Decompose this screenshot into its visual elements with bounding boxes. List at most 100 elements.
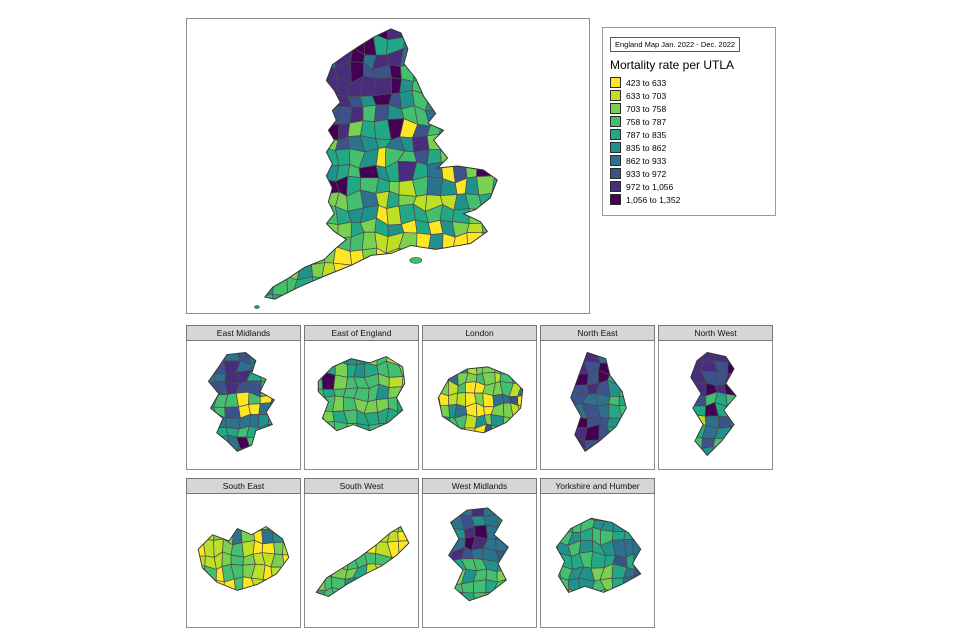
utla-region-cell <box>479 35 495 56</box>
utla-region-cell <box>222 506 233 521</box>
utla-region-cell <box>362 28 374 40</box>
utla-region-cell <box>414 49 430 68</box>
utla-region-cell <box>396 396 405 413</box>
utla-region-cell <box>362 104 377 122</box>
facet-panel-south-east: South East <box>186 478 301 628</box>
utla-region-cell <box>454 108 467 126</box>
utla-region-cell <box>491 246 498 265</box>
utla-region-cell <box>260 435 272 452</box>
utla-region-cell <box>425 28 441 40</box>
utla-region-cell <box>520 447 529 459</box>
utla-region-cell <box>489 294 498 300</box>
utla-region-cell <box>376 506 392 521</box>
utla-region-cell <box>267 119 288 136</box>
utla-region-cell <box>569 601 581 616</box>
utla-region-cell <box>506 592 509 601</box>
utla-region-cell <box>559 391 570 407</box>
utla-region-cell <box>269 28 287 41</box>
utla-region-cell <box>589 588 606 593</box>
utla-region-cell <box>322 506 337 519</box>
utla-region-cell <box>294 223 312 237</box>
utla-region-cell <box>322 77 340 97</box>
utla-region-cell <box>505 120 519 140</box>
utla-region-cell <box>268 352 275 360</box>
utla-region-cell <box>322 527 335 543</box>
utla-region-cell <box>516 538 529 551</box>
utla-region-cell <box>271 381 275 395</box>
utla-region-cell <box>245 261 261 281</box>
utla-region-cell <box>505 23 519 41</box>
utla-region-cell <box>505 558 509 572</box>
utla-region-cell <box>453 263 468 280</box>
utla-region-cell <box>467 28 482 37</box>
utla-region-cell <box>397 408 405 425</box>
utla-region-cell <box>504 567 509 583</box>
utla-region-cell <box>230 542 245 558</box>
utla-region-cell <box>666 426 682 438</box>
facet-title: South East <box>222 481 265 491</box>
legend-swatch <box>610 90 621 102</box>
utla-region-cell <box>597 450 614 452</box>
utla-region-cell <box>264 194 273 212</box>
utla-region-cell <box>448 507 455 519</box>
legend-swatch <box>610 116 621 128</box>
utla-region-cell <box>400 580 409 595</box>
utla-region-cell <box>264 246 275 265</box>
utla-region-cell <box>738 397 755 407</box>
utla-region-cell <box>548 414 563 427</box>
utla-region-cell <box>272 161 282 180</box>
utla-region-cell <box>449 527 466 541</box>
utla-region-cell <box>465 118 484 135</box>
utla-region-cell <box>368 423 382 431</box>
utla-region-cell <box>208 448 217 452</box>
utla-region-cell <box>503 275 519 296</box>
utla-region-cell <box>306 90 325 109</box>
utla-region-cell <box>224 604 232 616</box>
utla-region-cell <box>403 34 418 51</box>
utla-region-cell <box>223 589 237 591</box>
utla-region-cell <box>390 432 401 449</box>
utla-region-cell <box>430 569 439 581</box>
small-island-shape <box>254 305 260 309</box>
utla-region-cell <box>438 247 455 266</box>
utla-region-cell <box>333 420 349 431</box>
utla-region-cell <box>308 234 325 253</box>
london-map <box>437 366 529 459</box>
utla-region-cell <box>294 151 311 165</box>
utla-region-cell <box>439 37 455 51</box>
utla-region-cell <box>463 89 480 113</box>
utla-region-cell <box>504 63 519 80</box>
utla-region-cell <box>264 235 272 255</box>
utla-region-cell <box>208 412 218 431</box>
utla-region-cell <box>307 175 325 195</box>
facet-header-london: London <box>422 325 537 341</box>
england-map <box>245 23 519 309</box>
england-outline <box>263 28 498 300</box>
utla-region-cell <box>245 23 258 40</box>
utla-region-cell <box>676 392 688 406</box>
utla-region-cell <box>369 438 380 449</box>
utla-region-cell <box>264 601 275 615</box>
utla-region-cell <box>506 223 519 236</box>
utla-region-cell <box>333 374 349 390</box>
utla-region-cell <box>611 518 623 522</box>
legend-bin-label: 787 to 835 <box>626 129 667 140</box>
utla-region-cell <box>497 507 508 518</box>
utla-region-cell <box>473 592 488 601</box>
utla-region-cell <box>623 593 639 602</box>
utla-region-cell <box>666 382 676 397</box>
facet-panel-north-east: North East <box>540 325 655 470</box>
utla-region-cell <box>516 550 529 560</box>
utla-region-cell <box>273 263 288 278</box>
utla-region-cell <box>281 418 293 429</box>
utla-region-cell <box>448 548 453 563</box>
utla-region-cell <box>375 277 389 291</box>
region-outline <box>437 366 524 434</box>
facet-header-north-west: North West <box>658 325 773 341</box>
utla-region-cell <box>430 506 443 519</box>
utla-region-cell <box>501 438 508 449</box>
utla-region-cell <box>385 423 402 431</box>
utla-region-cell <box>519 425 523 433</box>
utla-region-cell <box>428 49 443 68</box>
utla-region-cell <box>258 352 272 360</box>
